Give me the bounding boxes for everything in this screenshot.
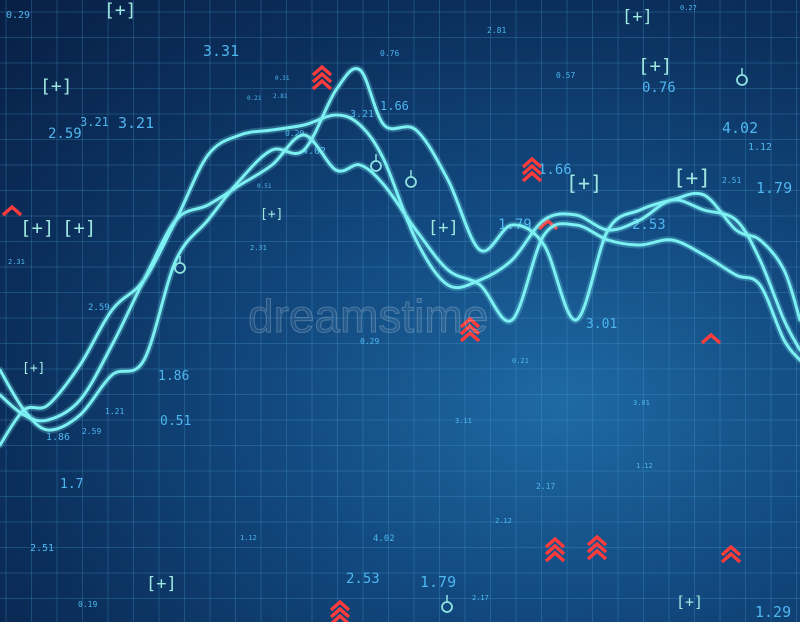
bracket-marker: [+] xyxy=(62,217,96,239)
annotation-label: 1.12 xyxy=(636,462,653,470)
bracket-marker: [+] xyxy=(638,55,672,77)
annotation-label: 2.51 xyxy=(722,176,741,185)
annotation-label: 1.29 xyxy=(755,603,791,621)
red-up-arrow-icon xyxy=(521,156,543,183)
annotation-label: 2.31 xyxy=(250,244,267,252)
series-line-1 xyxy=(0,113,800,447)
annotation-label: 2.31 xyxy=(8,258,25,266)
annotation-label: 3.21 xyxy=(80,115,109,129)
annotation-label: 2.59 xyxy=(82,427,101,436)
annotation-label: 0.29 xyxy=(6,10,30,21)
bracket-marker: [+] xyxy=(146,574,177,594)
annotation-label: 4.02 xyxy=(373,534,395,544)
annotation-label: 2.17 xyxy=(472,594,489,602)
red-up-arrow-icon xyxy=(720,544,742,564)
red-up-arrow-icon xyxy=(311,64,333,91)
annotation-label: 3.31 xyxy=(203,42,239,60)
annotation-label: 2.81 xyxy=(273,93,288,100)
annotation-label: 1.12 xyxy=(240,534,257,542)
bracket-marker: [+] xyxy=(260,207,283,222)
annotation-label: 0.51 xyxy=(160,414,191,429)
annotation-label: 1.21 xyxy=(105,407,124,416)
pin-marker-icon xyxy=(736,68,748,86)
annotation-label: 2.53 xyxy=(346,571,380,587)
annotation-label: 1.79 xyxy=(420,573,456,591)
bracket-marker: [+] xyxy=(22,361,45,376)
annotation-label: 1.79 xyxy=(756,179,792,197)
annotation-label: 3.21 xyxy=(350,109,374,120)
annotation-label: 2.51 xyxy=(30,543,54,554)
annotation-label: 2.59 xyxy=(48,126,82,142)
annotation-label: 1.66 xyxy=(538,162,572,178)
annotation-label: 3.01 xyxy=(633,399,650,407)
annotation-label: 0.29 xyxy=(360,337,379,346)
bracket-marker: [+] xyxy=(673,166,711,190)
pin-marker-icon xyxy=(405,170,417,188)
bracket-marker: [+] xyxy=(566,171,602,195)
annotation-label: 3.11 xyxy=(455,417,472,425)
annotation-label: 0.27 xyxy=(680,4,697,12)
series-layer xyxy=(0,65,800,449)
annotation-label: 2.17 xyxy=(536,482,555,491)
bracket-marker: [+] xyxy=(40,76,73,97)
annotation-label: 2.81 xyxy=(487,26,506,35)
annotation-layer: 0.293.212.593.210.292.592.310.21 2.814.02… xyxy=(6,0,792,621)
series-line-3 xyxy=(0,67,800,432)
annotation-label: 1.86 xyxy=(46,432,70,443)
bracket-marker: [+] xyxy=(104,0,137,21)
annotation-label: 0.31 xyxy=(275,75,290,82)
red-up-arrow-icon xyxy=(700,332,722,345)
annotation-label: 4.02 xyxy=(722,119,758,137)
arrow-layer xyxy=(1,64,742,622)
bracket-marker: [+] xyxy=(428,218,459,238)
annotation-label: 0.19 xyxy=(78,600,97,609)
pin-marker-icon xyxy=(370,154,382,172)
annotation-label: 1.7 xyxy=(60,477,83,492)
bracket-marker: [+] xyxy=(20,217,54,239)
annotation-label: 0.57 xyxy=(556,71,575,80)
annotation-label: 0.76 xyxy=(380,49,399,58)
annotation-label: 4.02 xyxy=(302,146,326,157)
red-up-arrow-icon xyxy=(329,599,351,622)
bracket-marker: [+] xyxy=(622,7,653,27)
red-up-arrow-icon xyxy=(544,536,566,563)
series-line-2 xyxy=(0,133,800,423)
annotation-label: 0.76 xyxy=(642,80,676,96)
annotation-label: 0.51 xyxy=(257,183,272,190)
pin-layer xyxy=(174,68,748,613)
red-up-arrow-icon xyxy=(586,534,608,561)
bracket-marker: [+] xyxy=(676,593,703,611)
watermark: dreamstime xyxy=(248,290,488,342)
annotation-label: 0.21 xyxy=(247,95,262,102)
annotation-label: 2.59 xyxy=(88,303,110,313)
pin-marker-icon xyxy=(441,595,453,613)
annotation-label: 1.86 xyxy=(158,369,189,384)
annotation-label: 3.21 xyxy=(118,114,154,132)
red-up-arrow-icon xyxy=(1,204,23,217)
annotation-label: 0.21 xyxy=(512,357,529,365)
annotation-label: 2.12 xyxy=(495,517,512,525)
annotation-label: 3.01 xyxy=(586,317,617,332)
annotation-label: 1.66 xyxy=(380,99,409,113)
pin-marker-icon xyxy=(174,256,186,274)
annotation-label: 1.12 xyxy=(748,142,772,153)
red-up-arrow-icon xyxy=(459,316,481,343)
annotation-label: 0.29 xyxy=(285,129,304,138)
